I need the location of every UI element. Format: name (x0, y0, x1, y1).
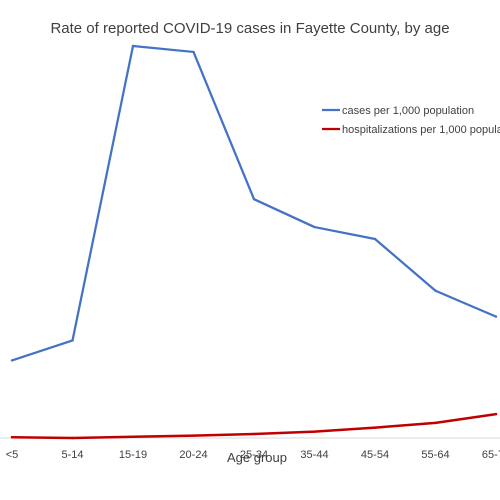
data-point (192, 434, 195, 437)
x-tick-label: 55-64 (421, 449, 449, 461)
data-point (131, 435, 135, 439)
x-tick-label: <5 (6, 449, 19, 461)
data-point (131, 44, 135, 48)
data-point (494, 315, 498, 318)
data-point (494, 412, 498, 416)
x-axis-title: Age group (227, 450, 287, 465)
data-point (434, 289, 437, 292)
legend: cases per 1,000 population hospitalizatio… (322, 105, 500, 136)
data-point (373, 426, 377, 429)
x-tick-label: 20-24 (179, 449, 207, 461)
data-point (71, 339, 74, 342)
x-tick-label: 5-14 (61, 449, 83, 461)
data-point (192, 50, 195, 54)
data-point (313, 430, 316, 433)
data-point (71, 436, 74, 440)
data-point (252, 198, 256, 201)
data-point (10, 436, 14, 439)
legend-label: hospitalizations per 1,000 population (342, 124, 500, 136)
x-tick-label: 45-54 (361, 449, 389, 461)
data-point (10, 359, 14, 362)
data-point (252, 432, 256, 436)
x-tick-label: 25-34 (240, 449, 268, 461)
x-tick-label: 35-44 (300, 449, 328, 461)
series-line-cases (10, 44, 498, 362)
x-tick-label: 15-19 (119, 449, 147, 461)
data-point (313, 225, 316, 229)
data-point (434, 421, 437, 425)
chart-title: Rate of reported COVID-19 cases in Fayet… (50, 20, 449, 37)
x-tick-label: 65-74 (482, 449, 500, 461)
data-point (373, 237, 377, 241)
legend-label: cases per 1,000 population (342, 105, 474, 117)
